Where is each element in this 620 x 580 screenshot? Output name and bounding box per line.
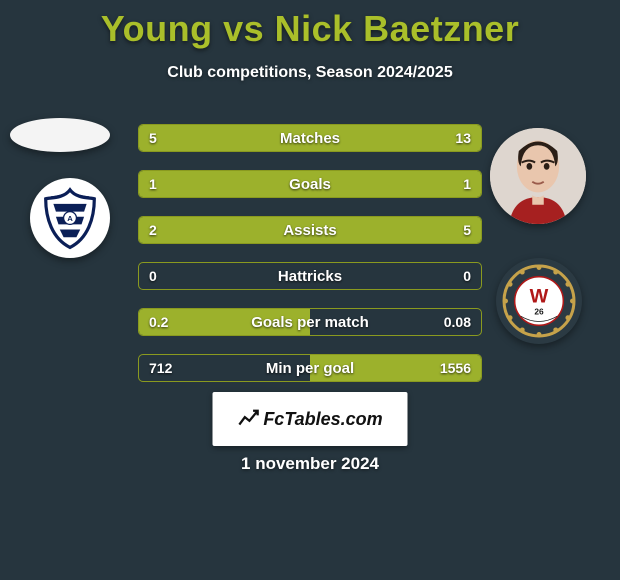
stat-row: 5 Matches 13 <box>138 124 482 152</box>
stats-panel: 5 Matches 13 1 Goals 1 2 Assists 5 0 Hattricks 0 0.2… <box>138 124 482 400</box>
player-left-avatar <box>10 118 110 152</box>
stat-value-left: 712 <box>149 360 172 376</box>
chart-icon <box>237 408 259 430</box>
svg-text:W: W <box>530 286 549 308</box>
stat-label: Min per goal <box>266 360 354 377</box>
stat-row: 1 Goals 1 <box>138 170 482 198</box>
stat-row: 0 Hattricks 0 <box>138 262 482 290</box>
brand-box: FcTables.com <box>213 392 408 446</box>
stat-row: 0.2 Goals per match 0.08 <box>138 308 482 336</box>
date-label: 1 november 2024 <box>0 454 620 474</box>
stat-value-right: 1556 <box>440 360 471 376</box>
stat-fill-left <box>139 171 310 197</box>
stat-label: Matches <box>280 130 340 147</box>
brand-label: FcTables.com <box>263 409 382 430</box>
player-right-avatar <box>490 128 586 224</box>
stat-value-right: 13 <box>455 130 471 146</box>
stat-fill-right <box>310 171 481 197</box>
stat-value-left: 5 <box>149 130 157 146</box>
stat-row: 712 Min per goal 1556 <box>138 354 482 382</box>
stat-value-right: 5 <box>463 222 471 238</box>
stat-value-right: 0.08 <box>444 314 471 330</box>
subtitle: Club competitions, Season 2024/2025 <box>0 64 620 82</box>
stat-value-left: 2 <box>149 222 157 238</box>
stat-label: Goals <box>289 176 331 193</box>
stat-value-left: 0 <box>149 268 157 284</box>
page-title: Young vs Nick Baetzner <box>0 0 620 50</box>
stat-value-right: 1 <box>463 176 471 192</box>
stat-label: Assists <box>283 222 336 239</box>
crest-icon: W 26 <box>501 263 577 339</box>
shield-icon: A <box>38 186 102 250</box>
stat-value-right: 0 <box>463 268 471 284</box>
face-icon <box>490 128 586 224</box>
svg-text:26: 26 <box>534 307 544 317</box>
stat-label: Goals per match <box>251 314 369 331</box>
stat-row: 2 Assists 5 <box>138 216 482 244</box>
stat-label: Hattricks <box>278 268 342 285</box>
svg-text:A: A <box>67 214 73 223</box>
stat-value-left: 0.2 <box>149 314 168 330</box>
club-left-logo: A <box>30 178 110 258</box>
club-right-logo: W 26 <box>496 258 582 344</box>
stat-value-left: 1 <box>149 176 157 192</box>
